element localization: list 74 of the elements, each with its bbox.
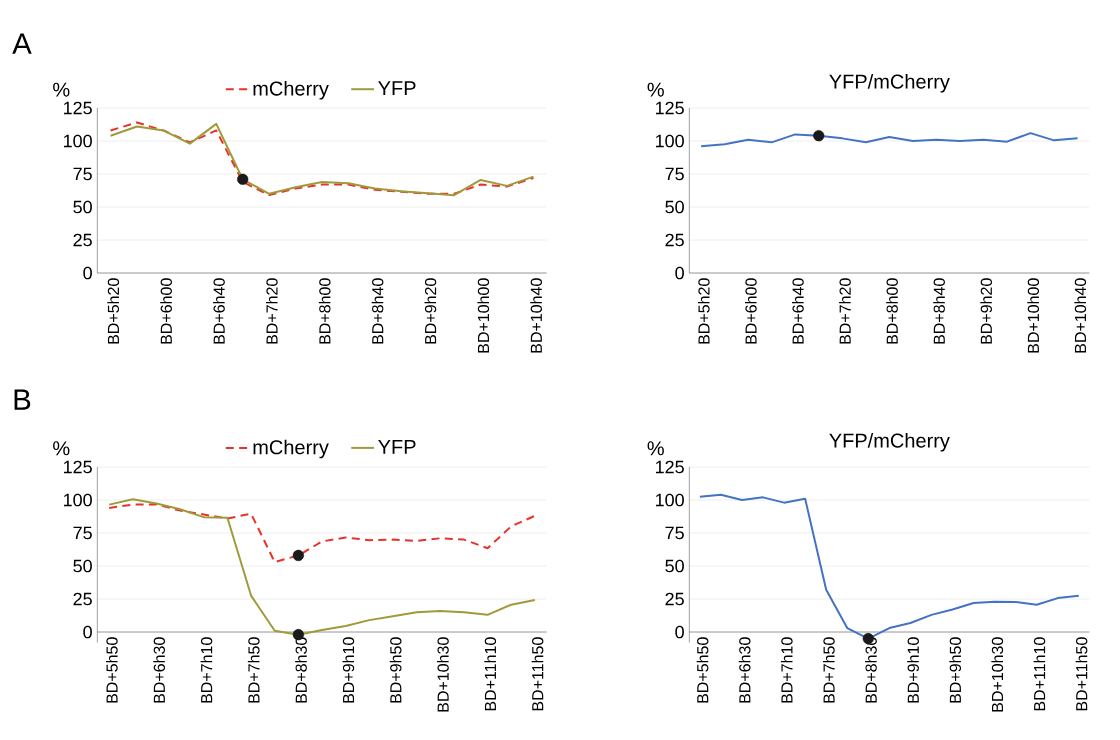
y-tick-label: 25 (665, 592, 684, 606)
y-tick-label: 50 (73, 559, 92, 573)
y-tick-label: 25 (73, 592, 92, 606)
y-axis-title: % (53, 82, 70, 97)
x-tick-label: BD+5h50 (696, 637, 709, 703)
y-tick-label: 50 (73, 200, 92, 214)
text: B (14, 389, 31, 410)
x-tick-label: BD+7h20 (265, 278, 278, 344)
x-tick-label: BD+10h30 (437, 637, 449, 712)
x-tick-label: BD+6h30 (738, 637, 751, 703)
line-series (108, 503, 536, 564)
y-tick-label: 125 (655, 460, 684, 474)
legend-label: mCherry (253, 80, 329, 100)
x-tick-label: BD+11h10 (484, 637, 497, 711)
x-tick-label: BD+8h40 (933, 278, 945, 344)
chart-title: YFP/mCherry (829, 432, 950, 452)
x-tick-label: BD+6h40 (792, 278, 804, 344)
y-tick-label: 0 (83, 625, 92, 639)
x-tick-label: BD+10h00 (477, 278, 490, 353)
x-tick-label: BD+6h30 (153, 637, 165, 703)
y-tick-label: 125 (63, 101, 92, 115)
x-tick-label: BD+8h00 (886, 278, 898, 344)
y-tick-label: 0 (83, 266, 92, 280)
x-tick-label: BD+9h20 (980, 278, 992, 344)
y-tick-label: 75 (73, 526, 92, 540)
y-tick-label: 50 (665, 559, 684, 573)
y-axis-title: % (647, 441, 664, 456)
y-tick-label: 100 (63, 134, 92, 148)
x-tick-label: BD+9h10 (907, 637, 919, 703)
x-tick-label: BD+9h50 (949, 637, 962, 703)
y-tick-label: 25 (73, 233, 92, 247)
x-tick-label: BD+11h50 (531, 637, 544, 711)
y-tick-label: 25 (665, 233, 684, 247)
x-tick-label: BD+5h20 (697, 278, 710, 344)
legend-label: mCherry (253, 439, 329, 459)
x-tick-label: BD+7h10 (200, 637, 213, 703)
x-tick-label: BD+10h30 (991, 637, 1004, 712)
x-tick-label: BD+9h20 (424, 278, 437, 344)
y-tick-label: 75 (665, 167, 684, 181)
x-tick-label: BD+10h00 (1027, 278, 1040, 353)
chart-title: YFP/mCherry (829, 73, 950, 93)
y-tick-label: 75 (665, 526, 684, 540)
x-tick-label: BD+10h40 (1074, 278, 1087, 353)
y-tick-label: 100 (655, 493, 684, 507)
y-axis-title: % (53, 441, 70, 456)
y-tick-label: 50 (665, 200, 684, 214)
x-tick-label: BD+6h00 (160, 278, 172, 344)
x-tick-label: BD+7h20 (839, 278, 851, 344)
x-tick-label: BD+5h50 (105, 637, 118, 703)
x-tick-label: BD+11h10 (1033, 637, 1046, 711)
x-tick-label: BD+7h50 (822, 637, 835, 703)
y-axis-title: % (647, 82, 664, 97)
x-tick-label: BD+6h40 (213, 278, 225, 344)
x-tick-label: BD+7h10 (780, 637, 793, 703)
x-tick-label: BD+11h50 (1075, 637, 1088, 711)
y-tick-label: 125 (655, 101, 684, 115)
y-tick-label: 0 (675, 625, 684, 639)
x-tick-label: BD+5h20 (107, 278, 120, 344)
legend-label: YFP (378, 81, 416, 96)
text: A (12, 33, 32, 54)
y-tick-label: 100 (63, 493, 92, 507)
x-tick-label: BD+8h30 (295, 637, 307, 703)
y-tick-label: 100 (655, 134, 684, 148)
x-tick-label: BD+9h10 (342, 637, 355, 703)
y-tick-label: 0 (675, 266, 684, 280)
y-tick-label: 75 (73, 167, 92, 181)
y-tick-label: 125 (63, 460, 92, 474)
x-tick-label: BD+6h00 (744, 278, 757, 344)
x-tick-label: BD+8h00 (318, 278, 331, 344)
x-tick-label: BD+8h40 (371, 278, 384, 344)
x-tick-label: BD+10h40 (530, 278, 542, 353)
legend-label: YFP (378, 440, 416, 454)
x-tick-label: BD+7h50 (247, 637, 260, 703)
x-tick-label: BD+9h50 (389, 637, 402, 703)
